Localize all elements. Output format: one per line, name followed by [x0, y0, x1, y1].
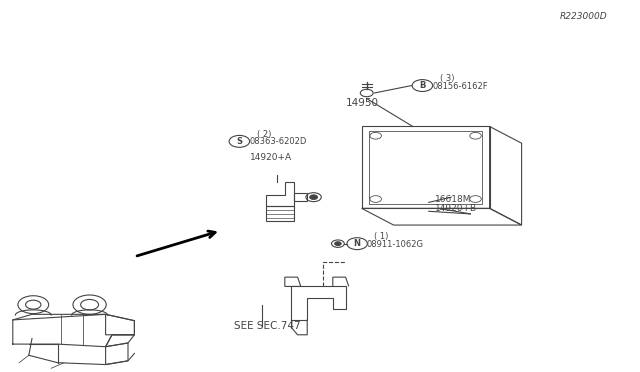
- Text: 14950: 14950: [346, 98, 379, 108]
- Text: SEE SEC.747: SEE SEC.747: [234, 321, 300, 331]
- Circle shape: [335, 242, 341, 246]
- Circle shape: [310, 195, 317, 199]
- Text: 08363-6202D: 08363-6202D: [250, 137, 307, 146]
- Text: S: S: [236, 137, 243, 146]
- Text: 14920+A: 14920+A: [250, 153, 292, 162]
- Text: 14920+B: 14920+B: [435, 204, 477, 213]
- Text: ( 1): ( 1): [374, 232, 388, 241]
- Text: B: B: [419, 81, 426, 90]
- Text: ( 2): ( 2): [257, 130, 271, 139]
- Text: 08156-6162F: 08156-6162F: [433, 81, 488, 90]
- Text: R223000D: R223000D: [560, 12, 607, 20]
- Text: N: N: [354, 239, 360, 248]
- Text: 08911-1062G: 08911-1062G: [366, 240, 423, 248]
- Text: ( 3): ( 3): [440, 74, 455, 83]
- Text: 16618M: 16618M: [435, 195, 472, 204]
